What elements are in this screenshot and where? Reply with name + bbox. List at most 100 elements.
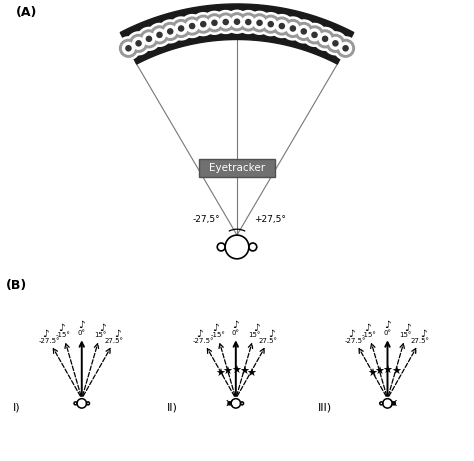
Circle shape	[334, 37, 357, 60]
Circle shape	[333, 41, 338, 46]
Text: -15°: -15°	[56, 332, 71, 338]
Text: -15°: -15°	[210, 332, 225, 338]
Text: ✕: ✕	[225, 398, 234, 408]
Circle shape	[179, 26, 184, 31]
Circle shape	[170, 17, 192, 40]
Circle shape	[175, 23, 187, 35]
Circle shape	[164, 25, 176, 37]
Circle shape	[319, 33, 331, 45]
Circle shape	[161, 23, 179, 40]
Text: ♪: ♪	[253, 323, 259, 333]
Circle shape	[235, 19, 239, 24]
Circle shape	[143, 33, 155, 45]
Text: 0°: 0°	[78, 330, 86, 336]
Circle shape	[137, 27, 160, 50]
Circle shape	[126, 46, 131, 51]
Text: ♪: ♪	[404, 323, 411, 333]
Circle shape	[254, 17, 265, 29]
Circle shape	[327, 35, 344, 52]
Text: ♪: ♪	[364, 323, 371, 333]
Circle shape	[127, 32, 150, 55]
Text: I): I)	[13, 402, 20, 412]
Text: 0°: 0°	[383, 330, 392, 336]
Text: ★: ★	[222, 367, 232, 377]
Text: ★: ★	[391, 367, 401, 377]
Circle shape	[136, 41, 141, 46]
Circle shape	[194, 15, 212, 33]
Text: 27.5°: 27.5°	[259, 338, 278, 344]
Circle shape	[314, 27, 337, 50]
Text: 27.5°: 27.5°	[410, 338, 429, 344]
Text: III): III)	[319, 402, 332, 412]
Circle shape	[181, 15, 204, 37]
Text: -27,5°: -27,5°	[192, 215, 220, 224]
Circle shape	[231, 16, 243, 28]
Circle shape	[242, 16, 254, 28]
Text: ★: ★	[216, 369, 226, 379]
Circle shape	[287, 23, 299, 35]
Circle shape	[329, 37, 341, 49]
Circle shape	[168, 29, 173, 34]
Text: ♪: ♪	[420, 329, 427, 339]
Text: ♪: ♪	[43, 329, 49, 339]
Circle shape	[148, 24, 171, 47]
Circle shape	[203, 12, 226, 34]
Circle shape	[239, 13, 257, 31]
Circle shape	[183, 17, 201, 35]
Text: ★: ★	[239, 367, 249, 377]
Text: ♪: ♪	[212, 323, 219, 333]
Text: 0°: 0°	[232, 330, 240, 336]
Text: 15°: 15°	[248, 332, 260, 338]
Circle shape	[226, 10, 248, 33]
Circle shape	[197, 18, 209, 30]
Circle shape	[257, 20, 262, 25]
Circle shape	[154, 29, 165, 41]
Circle shape	[133, 37, 145, 49]
Circle shape	[172, 19, 190, 37]
Circle shape	[284, 19, 302, 37]
Circle shape	[146, 36, 152, 41]
Circle shape	[248, 12, 271, 34]
Circle shape	[228, 13, 246, 30]
Circle shape	[237, 11, 260, 34]
Text: ♪: ♪	[233, 320, 239, 331]
Text: ♪: ♪	[99, 323, 105, 333]
Text: ♪: ♪	[268, 329, 275, 339]
Circle shape	[268, 22, 273, 27]
Circle shape	[343, 46, 348, 51]
Circle shape	[316, 30, 334, 48]
Circle shape	[276, 20, 288, 32]
Circle shape	[298, 25, 310, 37]
Text: -27.5°: -27.5°	[38, 338, 60, 344]
Text: Eyetracker: Eyetracker	[209, 163, 265, 173]
Circle shape	[309, 29, 320, 41]
Text: ♪: ♪	[197, 329, 203, 339]
Circle shape	[192, 13, 215, 35]
Text: ♪: ♪	[348, 329, 355, 339]
Circle shape	[220, 16, 232, 28]
Circle shape	[209, 17, 220, 29]
Text: ✕: ✕	[389, 398, 399, 408]
Text: -27.5°: -27.5°	[344, 338, 366, 344]
Circle shape	[117, 37, 140, 60]
Text: (A): (A)	[16, 6, 37, 19]
Circle shape	[270, 15, 293, 37]
Text: (B): (B)	[6, 279, 27, 292]
Text: -27.5°: -27.5°	[192, 338, 214, 344]
Circle shape	[159, 20, 182, 43]
Circle shape	[262, 15, 280, 33]
Circle shape	[212, 20, 217, 25]
Text: +27,5°: +27,5°	[254, 215, 286, 224]
Circle shape	[290, 26, 295, 31]
Text: 15°: 15°	[400, 332, 412, 338]
Text: ★: ★	[231, 366, 241, 376]
Circle shape	[301, 29, 306, 34]
Circle shape	[322, 36, 328, 41]
Circle shape	[306, 26, 323, 44]
Circle shape	[251, 14, 268, 32]
Text: II): II)	[167, 402, 178, 412]
Circle shape	[312, 32, 317, 37]
FancyBboxPatch shape	[200, 159, 274, 177]
Circle shape	[273, 17, 291, 35]
Text: -15°: -15°	[362, 332, 377, 338]
